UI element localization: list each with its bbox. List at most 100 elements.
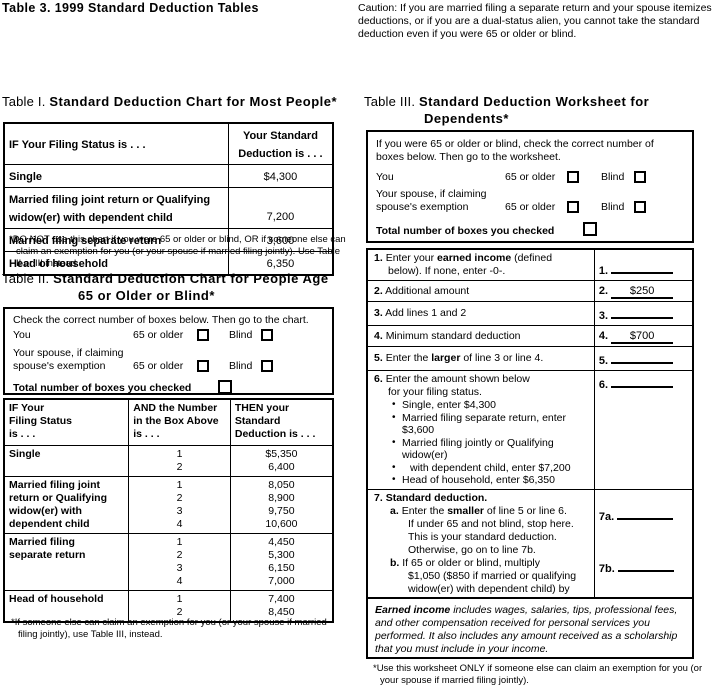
table3-total-label: Total number of boxes you checked xyxy=(376,225,555,237)
table-row: Single $4,300 xyxy=(3,164,334,188)
line1-text: 1. Enter your earned income (defined xyxy=(372,252,590,265)
table3-total-checkbox[interactable] xyxy=(583,222,597,236)
table3-spouse-age-label: 65 or older xyxy=(505,201,556,213)
worksheet-line: 3. Add lines 1 and 2 3. xyxy=(366,301,694,326)
line6-number: 6. xyxy=(374,373,383,385)
table2-boxnum: 1 xyxy=(176,447,183,460)
line6-label1: Enter the amount shown below xyxy=(385,373,530,385)
line7b-answer-field[interactable] xyxy=(617,557,674,572)
table3-spouse-blind-checkbox[interactable] xyxy=(634,201,646,213)
line2-answer-row: 2. $250 xyxy=(599,284,688,299)
line1-part3: (defined xyxy=(511,252,553,264)
table2-you-age-label: 65 or older xyxy=(133,329,184,341)
table2-chart: IF Your Filing Status is . . . AND the N… xyxy=(3,398,334,623)
table2-you-blind-checkbox[interactable] xyxy=(261,329,273,341)
line7a-pre: Enter the xyxy=(401,504,448,517)
line3-answer-number: 3. xyxy=(598,310,609,322)
table3-spouse-label-line2: spouse's exemption xyxy=(376,201,469,213)
table1-status: Single xyxy=(9,171,43,183)
table2-deduction: $5,350 xyxy=(265,447,298,460)
table3-spouse-age-checkbox[interactable] xyxy=(567,201,579,213)
line1-answer-number: 1. xyxy=(598,265,609,277)
line7b-letter: b. xyxy=(390,556,400,569)
line6-bullet: Single, enter $4,300 xyxy=(392,399,590,412)
table2-deduction: 6,150 xyxy=(268,561,295,574)
line4-answer-field[interactable]: $700 xyxy=(611,329,674,344)
table-row: Married filing separate return 3,600 xyxy=(3,228,334,252)
earned-income-note-box: Earned income includes wages, salaries, … xyxy=(366,597,694,659)
earned-income-rest: includes wages, salaries, tips, professi… xyxy=(375,604,678,655)
table2-spouse-blind-label: Blind xyxy=(229,360,253,372)
table3-label: Table III. xyxy=(364,94,416,109)
line5-bold: larger xyxy=(431,352,461,364)
line7a-answer-number: 7a. xyxy=(598,510,615,523)
table2-header-col3-l3: Deduction is . . . xyxy=(234,428,316,440)
line7b-text-l1: b. If 65 or older or blind, multiply xyxy=(372,557,590,570)
line7a-post: of line 5 or line 6. xyxy=(484,504,567,517)
table2-header-col3-l1: THEN your xyxy=(234,402,290,414)
table3-name-line2: Dependents* xyxy=(424,111,509,126)
line6-answer-field[interactable] xyxy=(611,373,674,388)
line1-number: 1. xyxy=(374,252,383,264)
table2-spouse-blind-checkbox[interactable] xyxy=(261,360,273,372)
table3-name-line1: Standard Deduction Worksheet for xyxy=(418,94,650,109)
table1-deduction: 7,200 xyxy=(266,211,295,223)
table2-total-checkbox[interactable] xyxy=(218,380,232,394)
table2-deduction: 8,050 xyxy=(268,478,295,491)
table3-you-age-checkbox[interactable] xyxy=(567,171,579,183)
table2-you-label: You xyxy=(13,329,31,341)
line3-answer-field[interactable] xyxy=(611,304,674,319)
worksheet-line: 5. Enter the larger of line 3 or line 4.… xyxy=(366,346,694,371)
table1-deduction: $4,300 xyxy=(263,171,298,183)
line7a-text-l1: a. Enter the smaller of line 5 or line 6… xyxy=(372,505,590,518)
table2-name-line2: 65 or Older or Blind* xyxy=(78,288,215,303)
table2-status: separate return xyxy=(9,548,86,561)
table3-you-label: You xyxy=(376,171,394,183)
table-row: Married filing joint return or Qualifyin… xyxy=(3,187,334,229)
table-row: Head of household 1 2 7,400 8,450 xyxy=(3,589,334,622)
table1-footnote: *DO NOT use this chart if you were 65 or… xyxy=(9,234,346,269)
table2-header-col2-l1: AND the Number xyxy=(133,402,218,414)
line2-number: 2. xyxy=(374,284,383,297)
table2-spouse-age-label: 65 or older xyxy=(133,360,184,372)
table2-checkbox-instruction: Check the correct number of boxes below.… xyxy=(13,314,309,326)
table1-label: Table I. xyxy=(2,94,46,109)
table2-boxnum: 2 xyxy=(176,548,183,561)
line6-bullet: Married filing separate return, enter $3… xyxy=(392,412,590,437)
table2-spouse-label-line1: Your spouse, if claiming xyxy=(13,347,124,359)
page-title: Table 3. 1999 Standard Deduction Tables xyxy=(2,1,259,15)
line7b-answer-number: 7b. xyxy=(598,562,615,575)
line2-label: Additional amount xyxy=(385,284,470,297)
table2-boxnum: 2 xyxy=(176,460,183,473)
table2-you-age-checkbox[interactable] xyxy=(197,329,209,341)
line7b-answer-row: 7b. xyxy=(599,557,674,576)
table2-deduction: 8,900 xyxy=(268,491,295,504)
line5-answer-field[interactable] xyxy=(611,349,674,364)
line1-answer-field[interactable] xyxy=(611,259,674,274)
table3-spouse-blind-label: Blind xyxy=(601,201,625,213)
table2-heading: Table II. Standard Deduction Chart for P… xyxy=(2,271,329,287)
table3-checkbox-instruction-l1: If you were 65 or older or blind, check … xyxy=(376,138,654,150)
line2-answer-number: 2. xyxy=(598,284,609,297)
line5-answer-number: 5. xyxy=(598,355,609,367)
line5-post: of line 3 or line 4. xyxy=(460,352,544,364)
line3-label: Add lines 1 and 2 xyxy=(385,307,467,319)
line2-answer-field[interactable]: $250 xyxy=(611,284,674,299)
line6-answer-row: 6. xyxy=(599,373,688,392)
line5-answer-row: 5. xyxy=(599,349,688,368)
line7-number: 7. xyxy=(374,491,383,504)
table3-you-blind-checkbox[interactable] xyxy=(634,171,646,183)
table2-header-col1-l1: IF Your xyxy=(9,402,45,414)
table2-deduction: 6,400 xyxy=(268,460,295,473)
table2-boxnum: 1 xyxy=(176,592,183,605)
line5-pre: Enter the xyxy=(385,352,432,364)
table2-deduction: 9,750 xyxy=(268,504,295,517)
table3-spouse-label-line1: Your spouse, if claiming xyxy=(376,188,487,200)
line7-title: Standard deduction. xyxy=(385,491,488,504)
line7a-answer-field[interactable] xyxy=(617,505,674,520)
worksheet-line: 1. Enter your earned income (defined bel… xyxy=(366,248,694,281)
table2-spouse-age-checkbox[interactable] xyxy=(197,360,209,372)
line6-bullets: Single, enter $4,300 Married filing sepa… xyxy=(372,399,590,487)
table2-deduction: 8,450 xyxy=(268,605,295,618)
line7a-letter: a. xyxy=(390,504,399,517)
